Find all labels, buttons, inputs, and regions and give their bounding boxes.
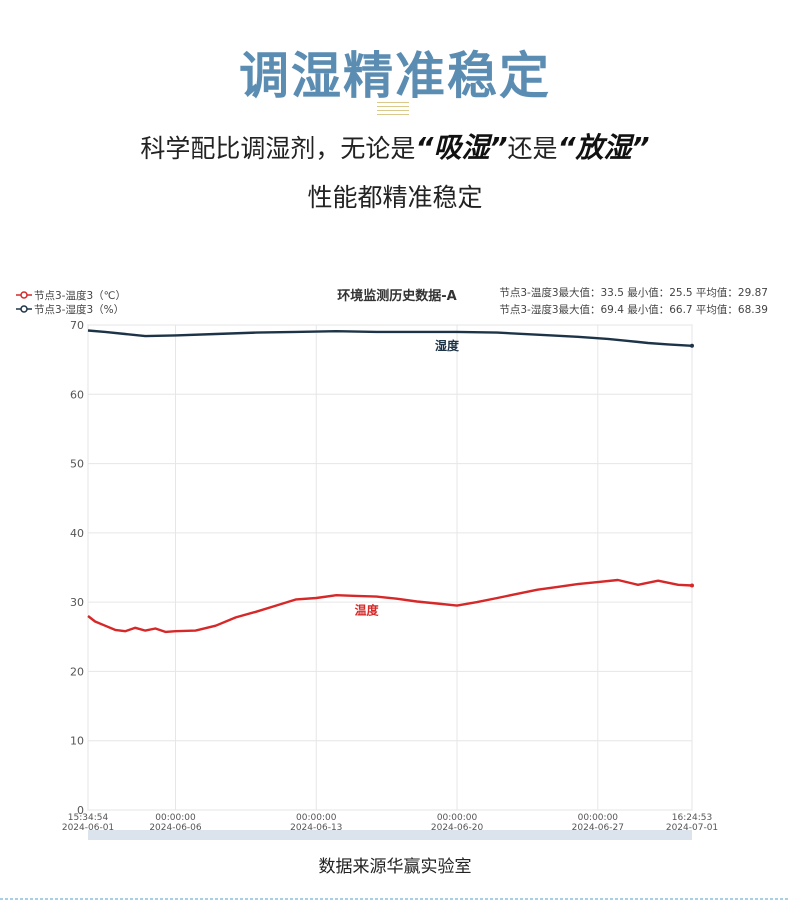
subtitle-pre: 科学配比调湿剂，无论是: [140, 134, 416, 163]
legend-label: 节点3-湿度3（%）: [34, 303, 124, 316]
series-stats: 节点3-湿度3最大值：69.4 最小值：66.7 平均值：68.39: [499, 303, 768, 316]
series-inline-label: 湿度: [435, 338, 460, 353]
legend-marker: [20, 305, 28, 313]
data-source-note: 数据来源华赢实验室: [318, 857, 472, 877]
x-tick-date: 2024-06-20: [431, 823, 484, 833]
x-tick-date: 2024-06-06: [149, 823, 202, 833]
y-tick-label: 20: [70, 665, 84, 678]
subtitle-quote-absorb: “吸湿”: [415, 131, 508, 164]
series-line: [87, 329, 693, 347]
y-tick-label: 30: [70, 596, 84, 609]
series-stats: 节点3-温度3最大值：33.5 最小值：25.5 平均值：29.87: [499, 286, 768, 299]
y-tick-label: 60: [70, 388, 84, 401]
x-tick-date: 2024-06-27: [572, 823, 624, 833]
x-tick-time: 00:00:00: [296, 813, 337, 823]
chart-title: 环境监测历史数据-A: [337, 288, 456, 304]
x-tick-date: 2024-06-13: [290, 823, 342, 833]
range-slider-track: [88, 830, 692, 840]
series-inline-label: 温度: [355, 603, 380, 618]
plot-area-border: [87, 324, 693, 811]
series-end-point: [689, 583, 694, 588]
series-end-point: [689, 343, 694, 348]
legend-label: 节点3-温度3（℃）: [34, 289, 126, 302]
x-tick-date: 2024-07-01: [666, 823, 718, 833]
x-tick-time: 16:24:53: [672, 813, 712, 823]
bottom-divider: [0, 898, 790, 900]
x-tick-date: 2024-06-01: [62, 823, 114, 833]
y-tick-label: 40: [70, 527, 84, 540]
x-tick-time: 15:34:54: [68, 813, 109, 823]
x-tick-time: 00:00:00: [578, 813, 619, 823]
subtitle-mid: 还是: [507, 134, 558, 163]
y-tick-label: 50: [70, 458, 84, 471]
legend-marker: [20, 291, 28, 299]
x-tick-time: 00:00:00: [155, 813, 196, 823]
subtitle-line-2: 性能都精准稳定: [307, 183, 483, 212]
y-tick-label: 0: [77, 804, 84, 817]
page-headline: 调湿精准稳定: [239, 47, 551, 105]
y-tick-label: 10: [70, 735, 84, 748]
headline-decoration: [377, 102, 409, 118]
subtitle-line-1: 科学配比调湿剂，无论是“吸湿”还是“放湿”: [0, 126, 790, 166]
series-line: [87, 578, 693, 634]
y-tick-label: 70: [70, 319, 84, 332]
x-tick-time: 00:00:00: [437, 813, 478, 823]
subtitle-quote-release: “放湿”: [557, 131, 650, 164]
